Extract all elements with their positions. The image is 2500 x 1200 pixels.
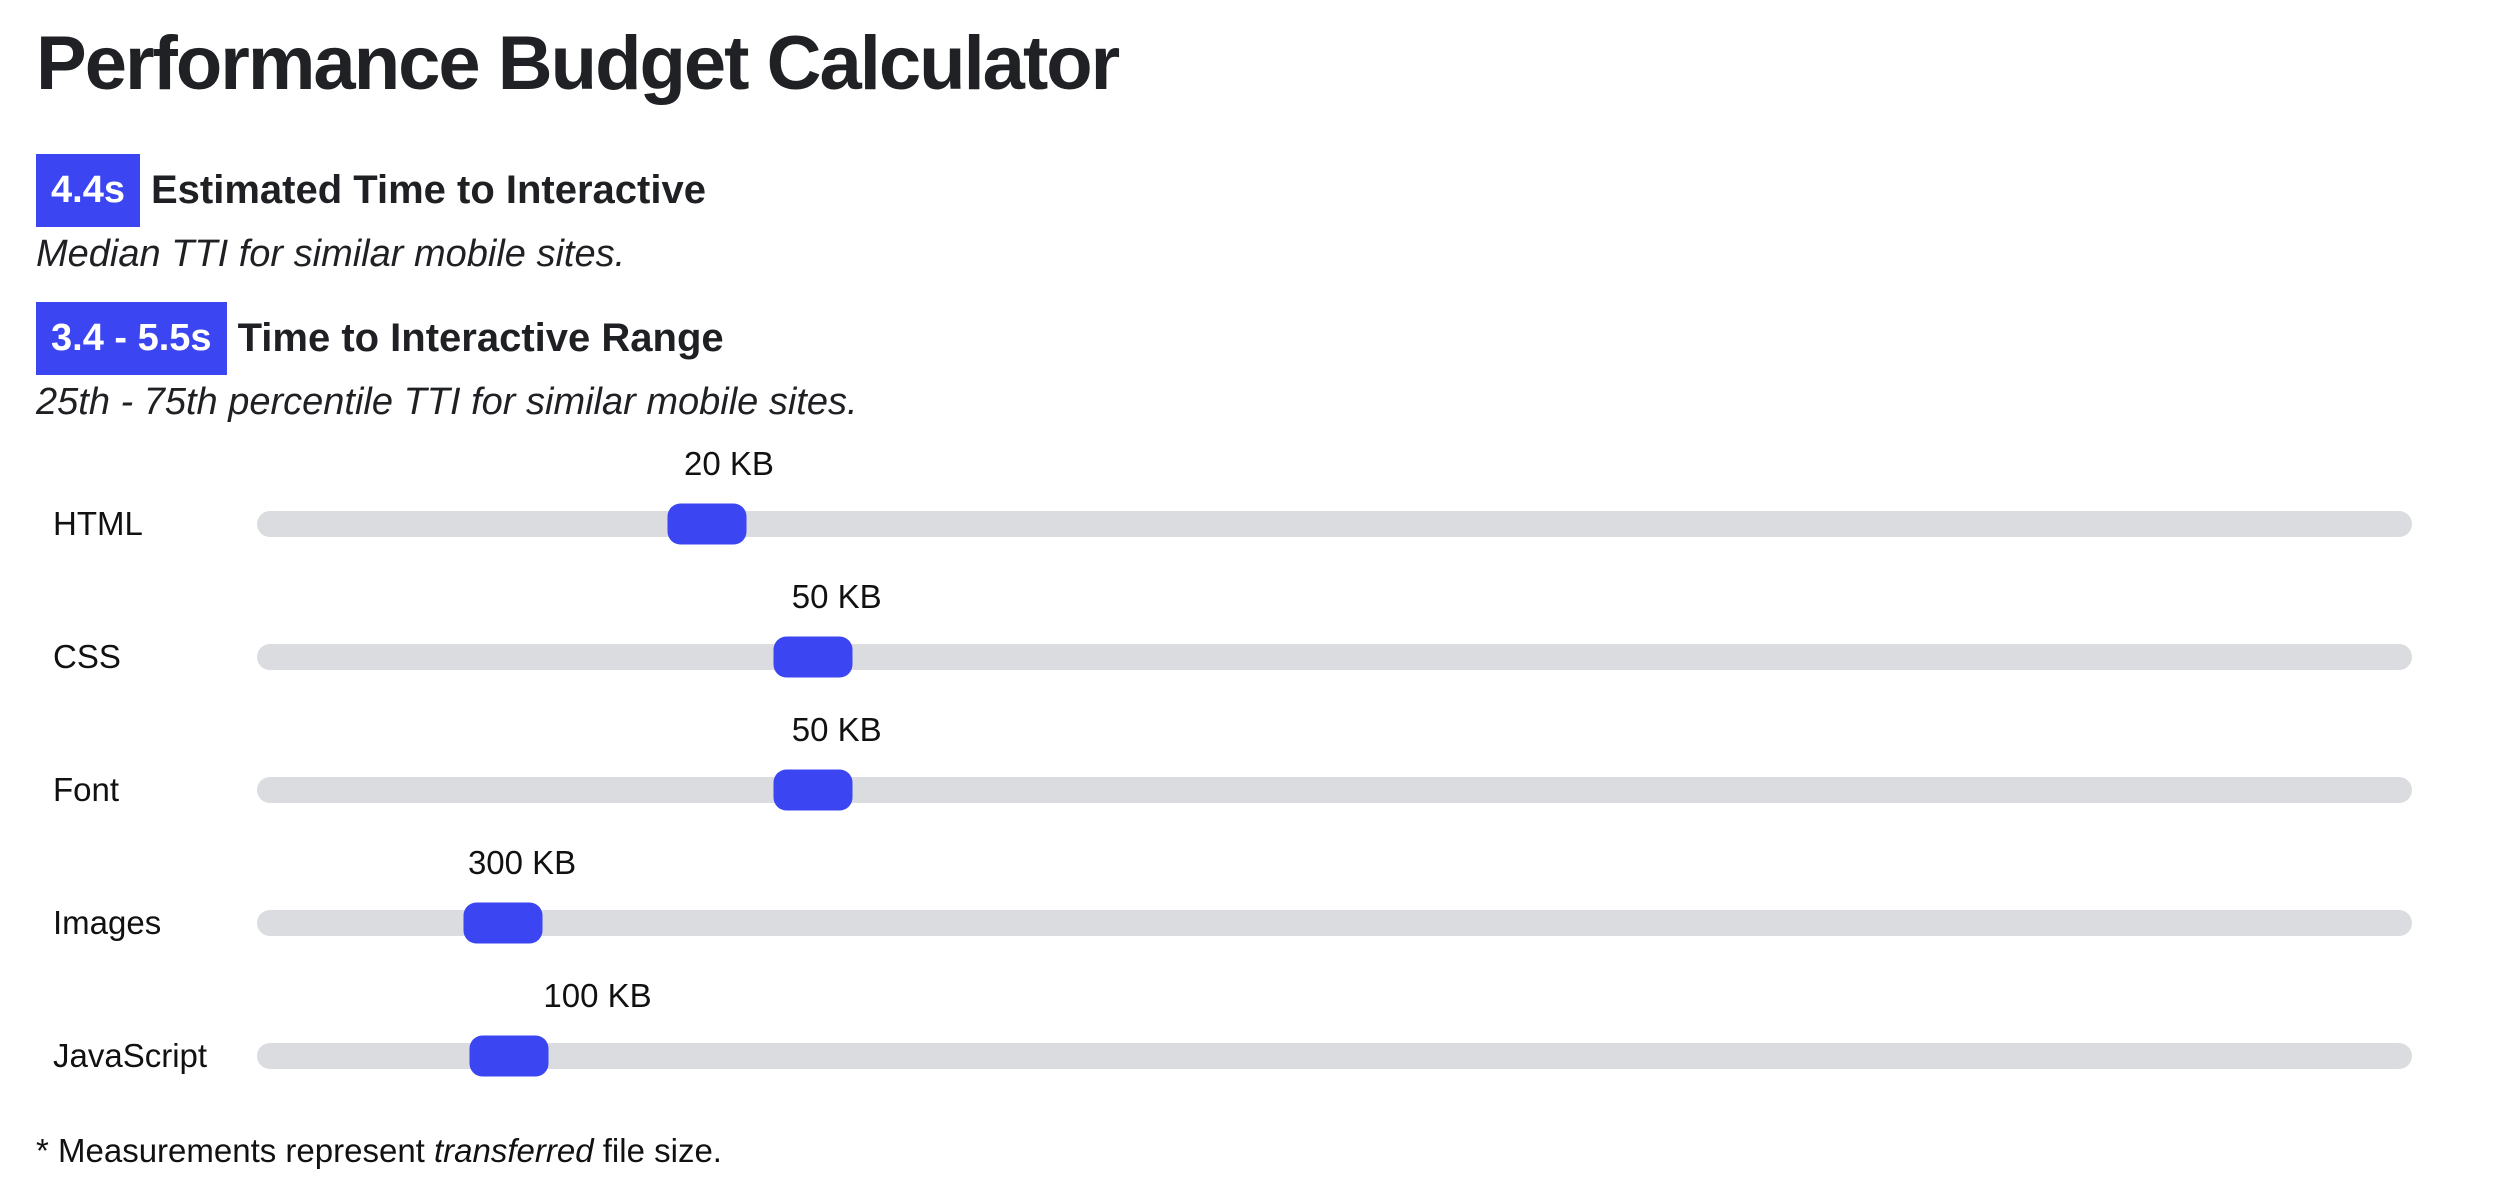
slider-block-font: Font 50 KB — [36, 707, 2412, 840]
css-slider-label: CSS — [53, 638, 121, 676]
slider-block-html: HTML 20 KB — [36, 441, 2412, 574]
budget-sliders: HTML 20 KB CSS 50 KB Font 50 KB Images — [36, 441, 2412, 1106]
css-slider-value: 50 KB — [791, 577, 882, 615]
html-slider-track[interactable]: 20 KB — [257, 445, 2412, 545]
html-slider-label: HTML — [53, 505, 143, 543]
footnote-suffix: file size. — [593, 1131, 722, 1169]
font-slider-thumb[interactable] — [773, 769, 853, 811]
images-slider-track[interactable]: 300 KB — [257, 844, 2412, 944]
footnote-prefix: * Measurements represent — [36, 1131, 435, 1169]
images-slider-thumb[interactable] — [463, 902, 543, 944]
html-slider-thumb[interactable] — [667, 503, 747, 545]
javascript-slider-thumb[interactable] — [469, 1035, 549, 1077]
metric-tti-range: 3.4 - 5.5s Time to Interactive Range 25t… — [36, 301, 2412, 425]
javascript-slider-value: 100 KB — [543, 976, 652, 1014]
tti-range-badge: 3.4 - 5.5s — [36, 301, 227, 375]
images-slider-value: 300 KB — [467, 843, 577, 881]
html-slider-value: 20 KB — [683, 444, 774, 482]
css-slider-track[interactable]: 50 KB — [257, 578, 2412, 678]
javascript-slider-label: JavaScript — [53, 1037, 208, 1075]
tti-value-badge: 4.4s — [36, 154, 140, 228]
font-slider-value: 50 KB — [791, 710, 882, 748]
font-slider-track[interactable]: 50 KB — [257, 711, 2412, 811]
javascript-slider-track[interactable]: 100 KB — [257, 977, 2412, 1077]
css-slider-thumb[interactable] — [773, 636, 853, 678]
font-slider-label: Font — [53, 771, 120, 809]
slider-block-css: CSS 50 KB — [36, 574, 2412, 707]
metric-estimated-tti: 4.4s Estimated Time to Interactive Media… — [36, 154, 2412, 277]
tti-metric-label: Estimated Time to Interactive — [150, 168, 706, 213]
tti-range-description: 25th - 75th percentile TTI for similar m… — [36, 380, 858, 423]
footnote-emphasis: transferred — [434, 1131, 594, 1169]
images-slider-label: Images — [53, 904, 162, 942]
page-title: Performance Budget Calculator — [36, 21, 1120, 106]
tti-range-label: Time to Interactive Range — [237, 315, 724, 360]
slider-block-javascript: JavaScript 100 KB — [36, 973, 2412, 1106]
slider-block-images: Images 300 KB — [36, 840, 2412, 973]
tti-metric-description: Median TTI for similar mobile sites. — [36, 233, 626, 276]
measurement-footnote: * Measurements represent transferred fil… — [36, 1132, 2412, 1170]
